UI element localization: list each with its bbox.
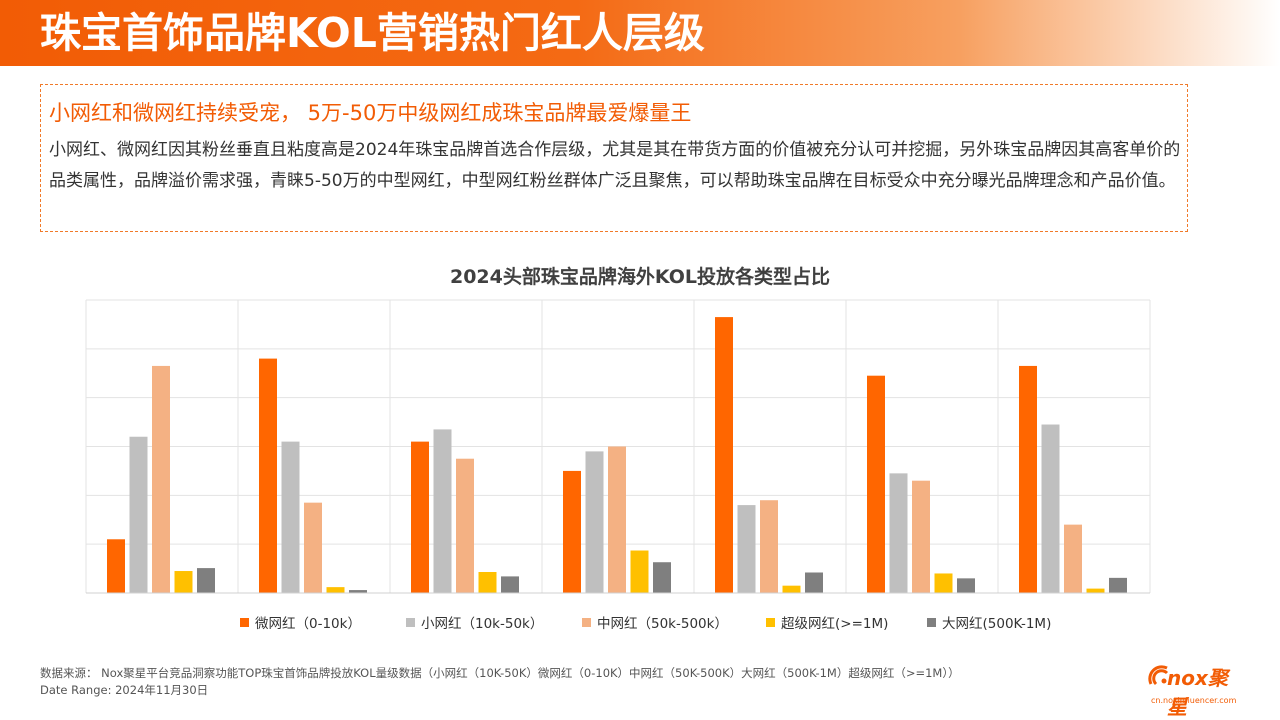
bar <box>760 500 778 593</box>
bar <box>912 480 930 593</box>
title-banner: 珠宝首饰品牌KOL营销热门红人层级 <box>0 0 1280 66</box>
bar <box>107 539 125 593</box>
bar <box>1086 588 1105 593</box>
bar <box>1064 524 1082 593</box>
bar <box>782 585 801 593</box>
bar <box>281 441 300 593</box>
legend-swatch <box>240 617 249 627</box>
signal-icon <box>1148 665 1169 686</box>
bar <box>478 572 497 593</box>
legend-swatch <box>406 617 415 627</box>
bar <box>129 436 148 593</box>
legend-swatch <box>766 617 775 627</box>
bar <box>304 502 322 593</box>
bar <box>805 572 823 593</box>
bar <box>737 505 756 593</box>
legend-swatch <box>582 617 591 627</box>
bar <box>867 375 885 593</box>
bar <box>411 441 429 593</box>
logo-wordmark: nox聚星 <box>1167 666 1228 719</box>
bar <box>501 576 519 593</box>
bar <box>326 587 345 593</box>
bar <box>608 446 626 593</box>
legend-label: 小网红（10k-50k） <box>421 616 544 632</box>
bar <box>259 358 277 593</box>
bar <box>957 578 975 593</box>
bar <box>653 562 671 593</box>
legend-label: 微网红（0-10k） <box>255 616 361 632</box>
logo-url: cn.noxinfluencer.com <box>1151 696 1237 705</box>
bar <box>1019 365 1037 593</box>
bar <box>152 365 170 593</box>
legend-swatch <box>927 617 936 627</box>
insight-body: 小网红、微网红因其粉丝垂直且粘度高是2024年珠宝品牌首选合作层级，尤其是其在带… <box>49 140 1181 191</box>
legend-item: 小网红（10k-50k） <box>406 612 543 632</box>
bar <box>715 317 733 593</box>
bar <box>433 429 452 593</box>
bar <box>585 451 604 593</box>
bar <box>174 571 193 593</box>
legend-label: 大网红(500K-1M) <box>942 616 1052 632</box>
bar <box>349 590 367 593</box>
legend-label: 中网红（50k-500k） <box>597 616 728 632</box>
legend-item: 中网红（50k-500k） <box>582 612 728 632</box>
chart-title: 2024头部珠宝品牌海外KOL投放各类型占比 <box>449 266 830 288</box>
date-range-note: Date Range: 2024年11月30日 <box>40 683 209 697</box>
legend-item: 超级网红(>=1M) <box>766 612 888 632</box>
insight-heading: 小网红和微网红持续受宠， 5万-50万中级网红成珠宝品牌最爱爆量王 <box>49 101 692 125</box>
bar <box>1041 424 1060 593</box>
bar <box>934 573 953 593</box>
bar <box>889 473 908 593</box>
bar <box>456 458 474 593</box>
legend-item: 大网红(500K-1M) <box>927 612 1051 632</box>
legend-item: 微网红（0-10k） <box>240 612 361 632</box>
page-title: 珠宝首饰品牌KOL营销热门红人层级 <box>40 9 705 57</box>
nox-logo: nox聚星 cn.noxinfluencer.com <box>1147 662 1247 719</box>
legend-label: 超级网红(>=1M) <box>781 616 889 632</box>
bar <box>563 470 581 593</box>
bar-chart <box>85 299 1151 594</box>
insight-box: 小网红和微网红持续受宠， 5万-50万中级网红成珠宝品牌最爱爆量王 小网红、微网… <box>40 84 1188 232</box>
data-source-note: 数据来源： Nox聚星平台竞品洞察功能TOP珠宝首饰品牌投放KOL量级数据（小网… <box>40 666 960 680</box>
bar <box>1109 577 1127 593</box>
bar <box>630 550 649 593</box>
bar <box>197 568 215 593</box>
